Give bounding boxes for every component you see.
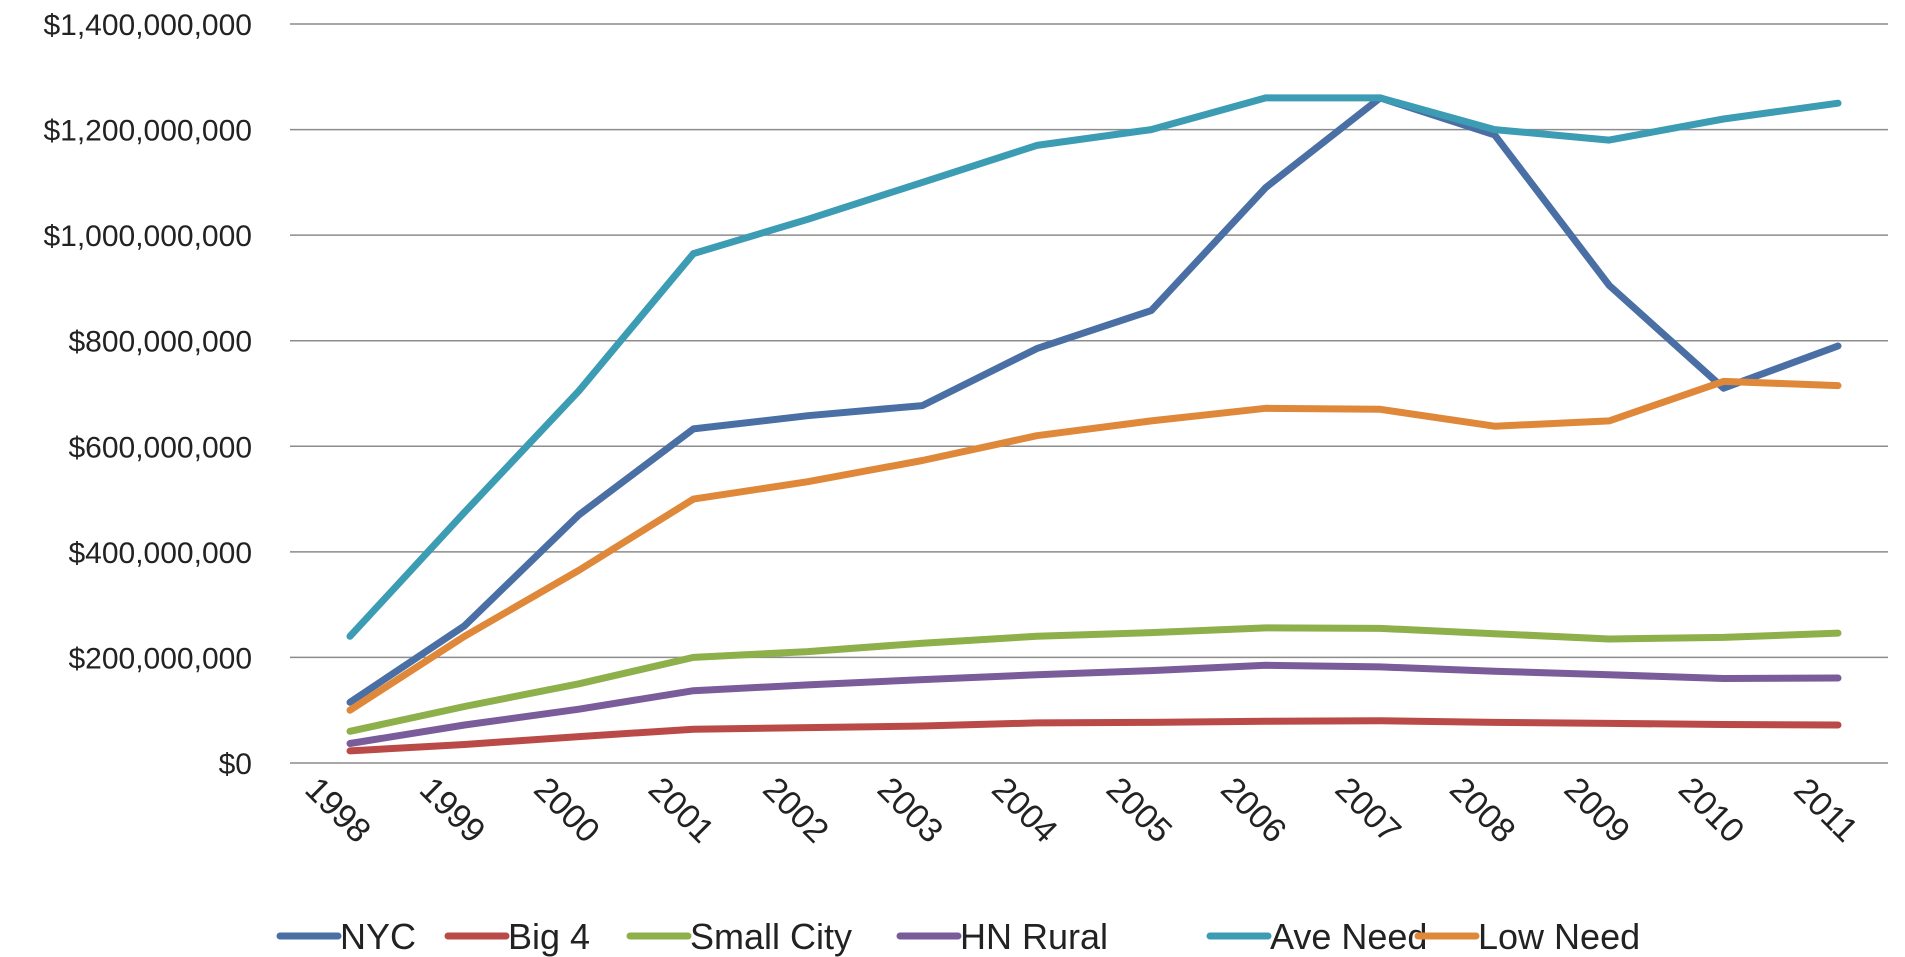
legend-item: Small City — [626, 916, 852, 957]
legend-item: HN Rural — [896, 916, 1108, 957]
legend: NYC Big 4 Small City HN Rural Ave Need Low Ne… — [276, 916, 1640, 957]
x-tick-label: 2000 — [527, 770, 607, 850]
x-axis-tick-labels: 1998 1999 2000 2001 2002 2003 2004 2005 2006 2007… — [298, 770, 1865, 850]
legend-label: Small City — [690, 916, 852, 957]
x-tick-label: 2010 — [1671, 770, 1751, 850]
x-tick-label: 2001 — [641, 770, 721, 850]
legend-item: NYC — [276, 916, 416, 957]
series-line-low-need — [346, 377, 1842, 714]
series-line-big-4 — [346, 717, 1842, 755]
series-line-nyc — [346, 94, 1842, 706]
series-line-hn-rural — [346, 661, 1842, 747]
y-tick-label: $1,200,000,000 — [43, 115, 252, 148]
legend-item: Ave Need — [1206, 916, 1427, 957]
x-tick-label: 2007 — [1328, 770, 1408, 850]
x-tick-label: 2008 — [1442, 770, 1522, 850]
x-tick-label: 2002 — [755, 770, 835, 850]
y-tick-label: $200,000,000 — [68, 642, 252, 675]
y-tick-label: $1,000,000,000 — [43, 220, 252, 253]
y-tick-label: $0 — [219, 748, 252, 781]
legend-label: Ave Need — [1270, 916, 1427, 957]
x-tick-label: 2003 — [870, 770, 950, 850]
x-tick-label: 2006 — [1213, 770, 1293, 850]
y-tick-label: $600,000,000 — [68, 431, 252, 464]
x-tick-label: 2004 — [984, 770, 1064, 850]
y-tick-label: $800,000,000 — [68, 326, 252, 359]
legend-label: Low Need — [1478, 916, 1640, 957]
y-tick-label: $1,400,000,000 — [43, 9, 252, 42]
series-lines — [346, 94, 1842, 755]
legend-label: HN Rural — [960, 916, 1108, 957]
x-tick-label: 1998 — [298, 770, 378, 850]
legend-item: Low Need — [1414, 916, 1640, 957]
y-axis-tick-labels: $0 $200,000,000 $400,000,000 $600,000,000 $8… — [43, 9, 252, 781]
series-line-small-city — [346, 624, 1842, 735]
series-line-ave-need — [346, 94, 1842, 640]
x-tick-label: 2011 — [1786, 771, 1865, 850]
x-tick-label: 2009 — [1557, 770, 1637, 850]
legend-item: Big 4 — [444, 916, 590, 957]
y-tick-label: $400,000,000 — [68, 537, 252, 570]
x-tick-label: 1999 — [412, 770, 492, 850]
gridlines — [290, 23, 1888, 764]
x-tick-label: 2005 — [1099, 770, 1179, 850]
legend-label: Big 4 — [508, 916, 590, 957]
legend-label: NYC — [340, 916, 416, 957]
